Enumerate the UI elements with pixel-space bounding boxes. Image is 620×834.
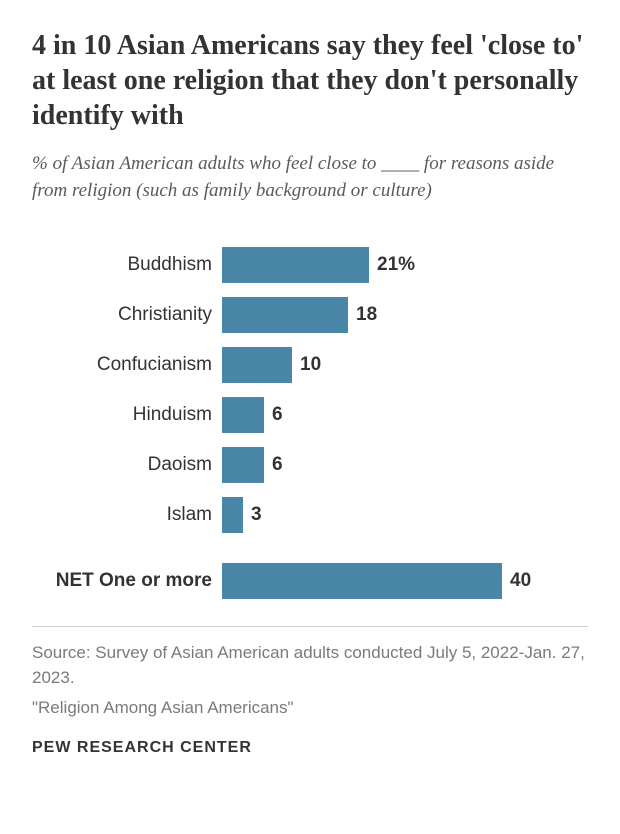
bar-value: 6 [272, 404, 283, 426]
source-text: Source: Survey of Asian American adults … [32, 641, 588, 690]
bar-row: Christianity 18 [32, 294, 588, 336]
bar-wrap: 21% [222, 247, 588, 283]
bar [222, 497, 243, 533]
bar [222, 563, 502, 599]
bar-wrap: 10 [222, 347, 588, 383]
category-label: Confucianism [32, 354, 222, 376]
bar-row: Daoism 6 [32, 444, 588, 486]
bar [222, 397, 264, 433]
bar-value: 3 [251, 504, 262, 526]
bar [222, 297, 348, 333]
bar-value: 10 [300, 354, 321, 376]
bar-value: 21% [377, 254, 415, 276]
category-label: Daoism [32, 454, 222, 476]
bar [222, 347, 292, 383]
bar-wrap: 3 [222, 497, 588, 533]
bar-wrap: 6 [222, 447, 588, 483]
bar-wrap: 40 [222, 563, 588, 599]
bar-wrap: 6 [222, 397, 588, 433]
category-label: Hinduism [32, 404, 222, 426]
bar [222, 447, 264, 483]
bar-row: Islam 3 [32, 494, 588, 536]
category-label: Christianity [32, 304, 222, 326]
bar-wrap: 18 [222, 297, 588, 333]
category-label: Buddhism [32, 254, 222, 276]
bar [222, 247, 369, 283]
bar-row-net: NET One or more 40 [32, 560, 588, 602]
bar-chart: Buddhism 21% Christianity 18 Confucianis… [32, 244, 588, 602]
bar-row: Hinduism 6 [32, 394, 588, 436]
chart-subtitle: % of Asian American adults who feel clos… [32, 151, 588, 204]
chart-title: 4 in 10 Asian Americans say they feel 'c… [32, 28, 588, 133]
bar-value: 6 [272, 454, 283, 476]
bar-value: 18 [356, 304, 377, 326]
category-label-net: NET One or more [32, 570, 222, 592]
footer-divider [32, 626, 588, 627]
bar-row: Buddhism 21% [32, 244, 588, 286]
bar-value: 40 [510, 570, 531, 592]
attribution: PEW RESEARCH CENTER [32, 739, 588, 757]
category-label: Islam [32, 504, 222, 526]
report-title: "Religion Among Asian Americans" [32, 696, 588, 721]
bar-row: Confucianism 10 [32, 344, 588, 386]
